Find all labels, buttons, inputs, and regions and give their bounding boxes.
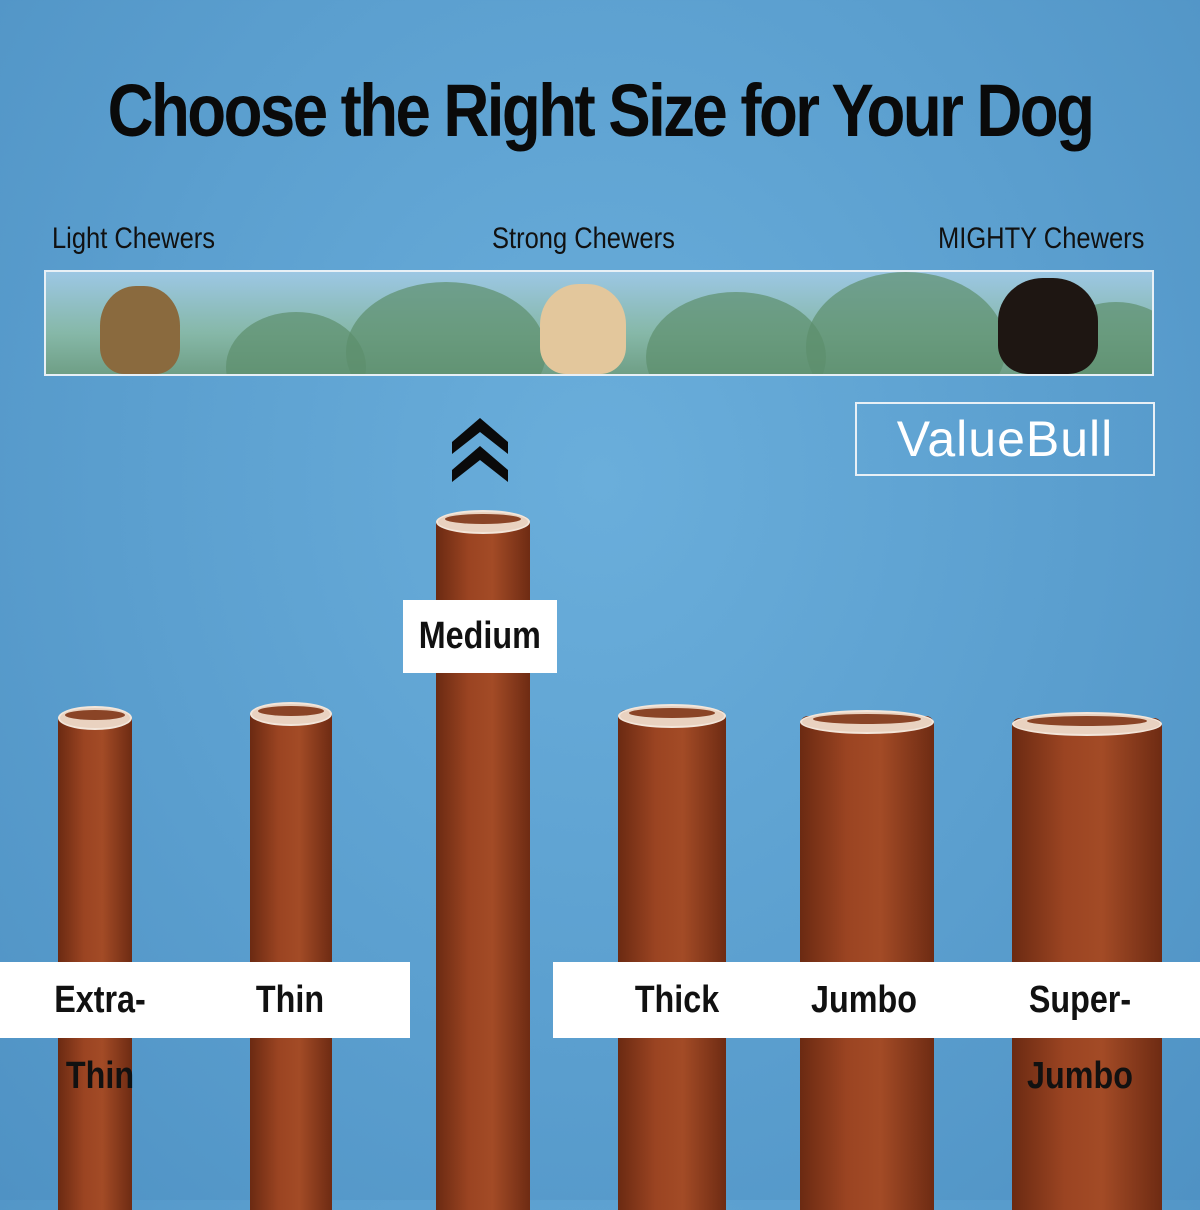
size-label-medium-text: Medium	[418, 615, 542, 657]
size-label-thin: Thin	[255, 979, 325, 1021]
chewer-scale-banner	[44, 270, 1154, 376]
size-label-extra-thin: Extra-Thin	[54, 979, 146, 1097]
size-label-medium: Medium	[403, 600, 557, 673]
label-bar-right	[553, 962, 1200, 1038]
large-dog-image	[998, 278, 1098, 374]
label-bar-left	[0, 962, 410, 1038]
strong-chewers-label: Strong Chewers	[492, 222, 675, 255]
brand-logo: ValueBull	[855, 402, 1155, 476]
small-dog-image	[100, 286, 180, 374]
mighty-chewers-label: MIGHTY Chewers	[938, 222, 1145, 255]
page-title: Choose the Right Size for Your Dog	[107, 69, 1095, 152]
size-label-super-jumbo: Super- Jumbo	[1027, 979, 1133, 1097]
double-chevron-up-icon	[452, 418, 508, 482]
size-label-thick: Thick	[634, 979, 720, 1021]
stick-thin	[250, 702, 332, 1210]
stick-thick	[618, 704, 726, 1210]
stick-extra-thin	[58, 706, 132, 1210]
size-label-jumbo: Jumbo	[811, 979, 917, 1021]
medium-dog-image	[540, 284, 626, 374]
light-chewers-label: Light Chewers	[52, 222, 216, 255]
